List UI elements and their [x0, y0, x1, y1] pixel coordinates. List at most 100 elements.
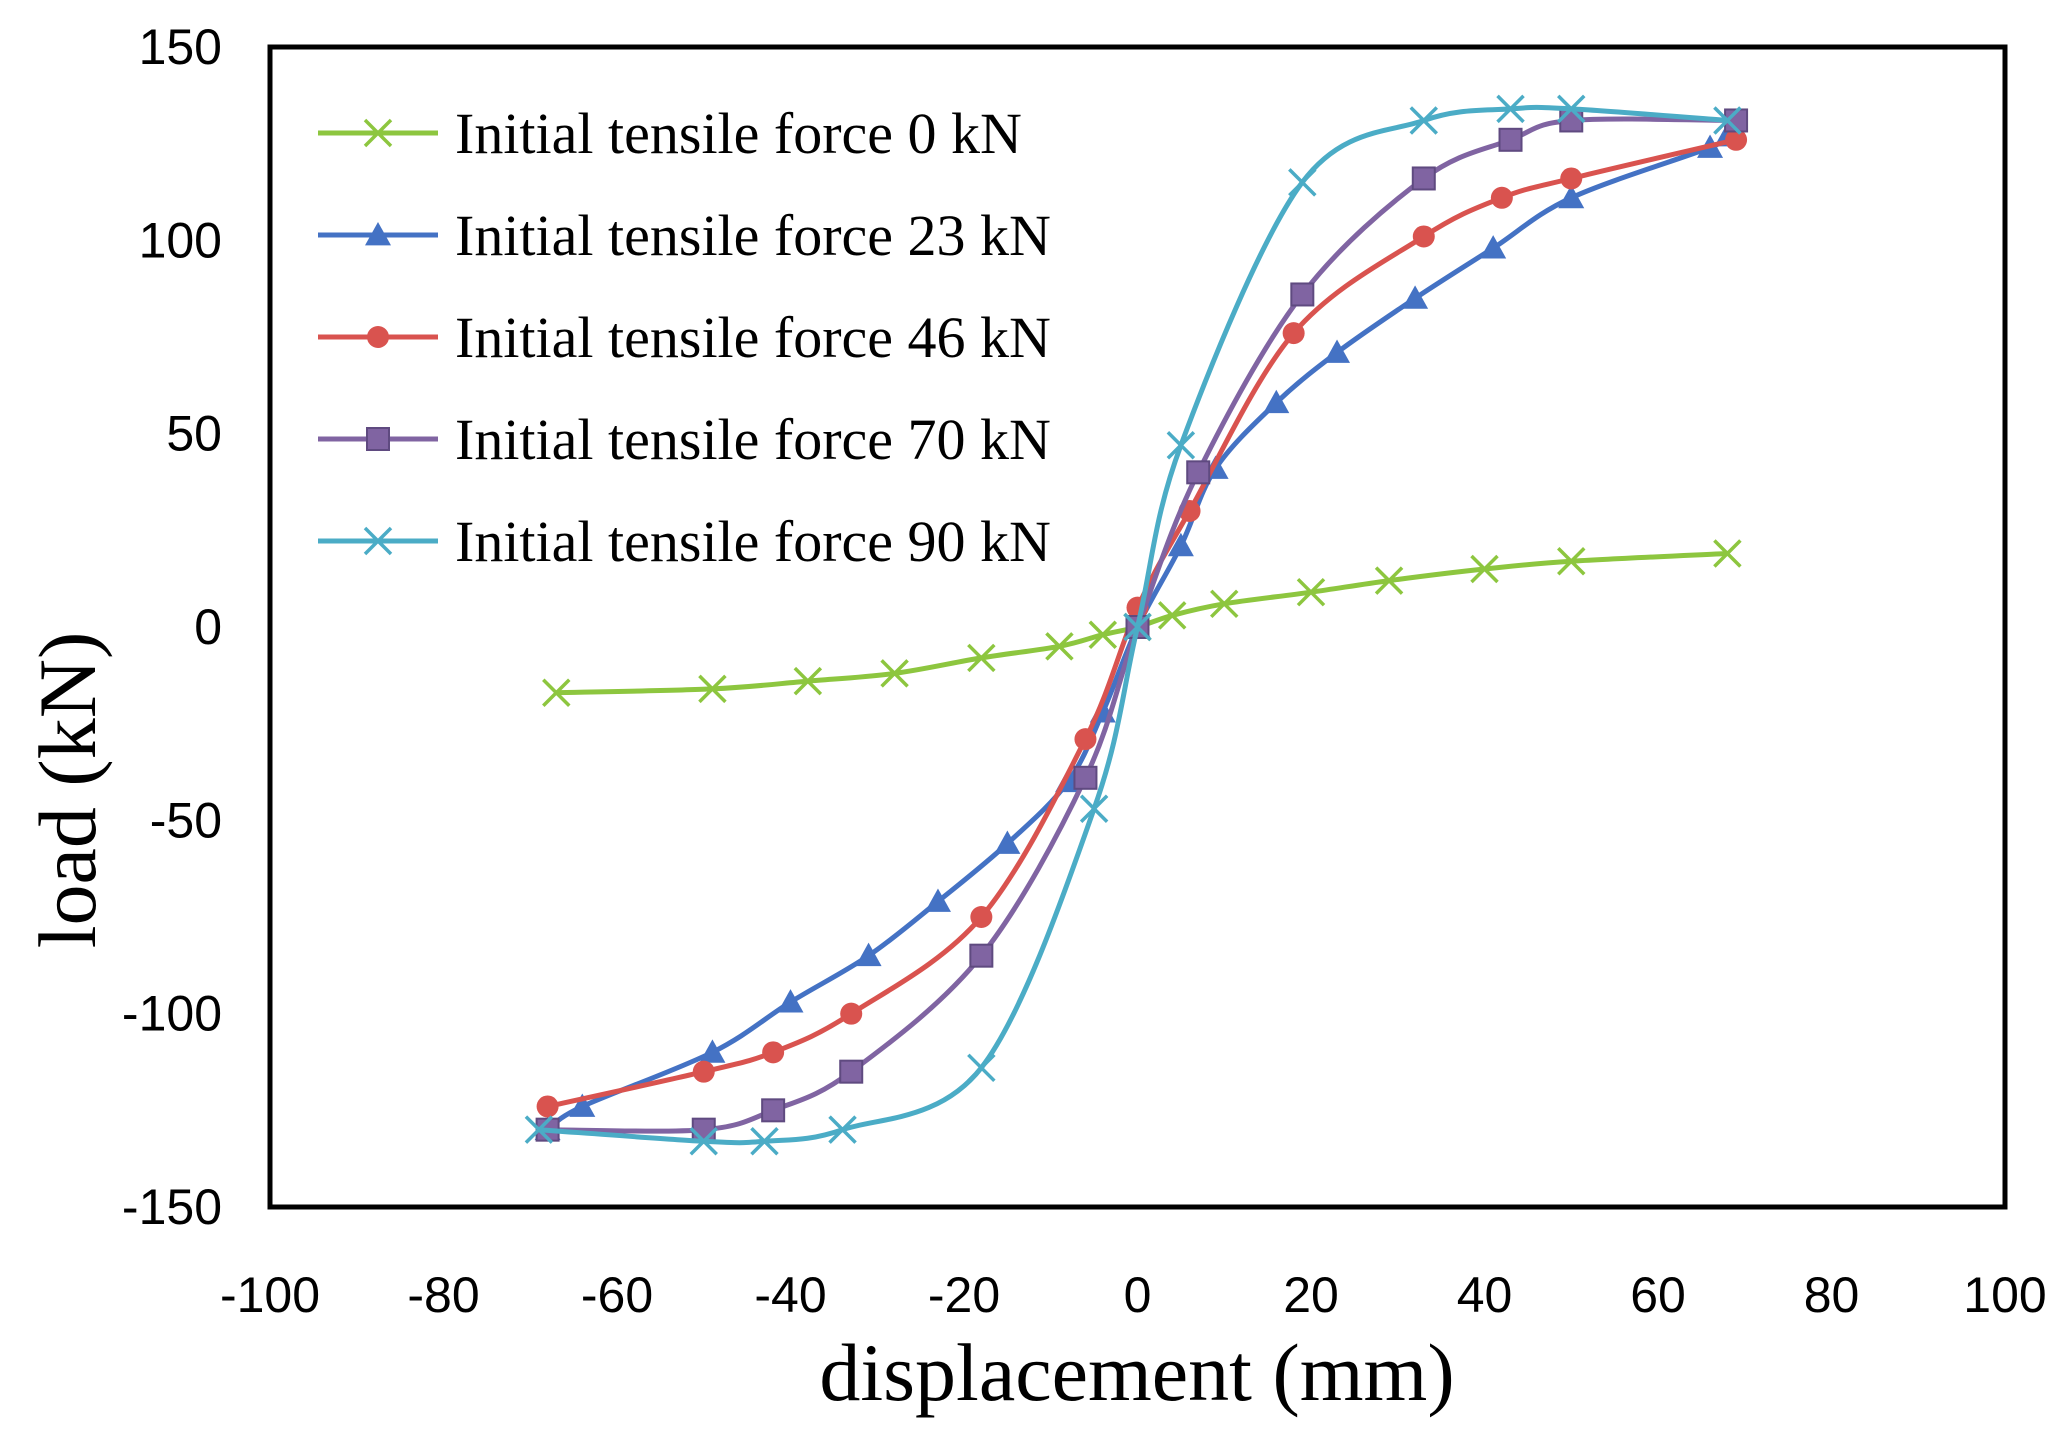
series-5-point-4 — [828, 1115, 857, 1144]
series-1-point-9 — [1157, 601, 1187, 630]
series-layer — [524, 94, 1749, 1156]
series-5-point-10 — [1409, 106, 1439, 135]
y-tick-label: -150 — [122, 1179, 222, 1235]
series-4-point-9 — [1290, 282, 1315, 307]
series-1-point-5 — [967, 643, 996, 673]
x-tick-label: 60 — [1630, 1267, 1686, 1323]
series-5 — [524, 94, 1742, 1156]
series-1-point-7 — [1088, 620, 1118, 649]
legend-swatch-marker — [363, 118, 393, 148]
x-tick-label: -80 — [407, 1267, 479, 1323]
series-5-point-8 — [1166, 431, 1196, 460]
series-3-point-4 — [840, 1002, 863, 1025]
series-5-point-1 — [524, 1115, 554, 1144]
series-4-point-10 — [1411, 166, 1436, 191]
series-5-point-5 — [967, 1053, 996, 1083]
series-2-point-6 — [924, 888, 951, 912]
x-tick-label: -20 — [928, 1267, 1000, 1323]
y-axis-title: load (kN) — [22, 632, 113, 949]
legend-label: Initial tensile force 90 kN — [455, 509, 1051, 574]
y-tick-label: -100 — [122, 986, 222, 1042]
series-5-point-6 — [1079, 794, 1109, 823]
series-3-point-13 — [1725, 128, 1748, 151]
series-2-point-17 — [1558, 184, 1585, 209]
legend: Initial tensile force 0 kN Initial tensil… — [318, 101, 1051, 574]
series-1-point-12 — [1374, 566, 1404, 595]
y-tick-label: 0 — [194, 599, 222, 655]
series-2-point-11 — [1167, 532, 1194, 557]
x-tick-label: 0 — [1124, 1267, 1152, 1323]
series-2-point-15 — [1402, 285, 1429, 309]
series-1-point-11 — [1296, 577, 1326, 607]
series-4-point-12 — [1559, 108, 1584, 133]
series-1-point-10 — [1210, 589, 1239, 619]
series-2-point-7 — [994, 830, 1021, 854]
legend-item-2: Initial tensile force 23 kN — [318, 203, 1051, 268]
legend-swatch-marker — [363, 526, 393, 556]
series-1-point-4 — [880, 659, 909, 688]
x-axis-ticks: -100 -80 -60 -40 -20 0 20 40 60 80 100 — [220, 1267, 2047, 1323]
series-1-point-13 — [1470, 554, 1499, 584]
series-4-point-2 — [691, 1117, 716, 1142]
series-5-point-3 — [750, 1127, 779, 1156]
series-5-point-13 — [1713, 106, 1742, 135]
series-1-point-2 — [698, 674, 727, 704]
series-2-point-13 — [1263, 389, 1290, 414]
series-4-point-6 — [1073, 765, 1098, 790]
legend-swatch-marker — [365, 222, 391, 246]
series-5-point-7 — [1123, 612, 1152, 642]
legend-item-5: Initial tensile force 90 kN — [318, 509, 1051, 574]
series-1-point-3 — [793, 666, 823, 696]
series-1-point-15 — [1713, 539, 1742, 568]
series-2-point-14 — [1324, 339, 1351, 363]
series-3-point-1 — [536, 1095, 559, 1118]
x-tick-label: -60 — [581, 1267, 653, 1323]
x-tick-label: 40 — [1457, 1267, 1513, 1323]
series-1-point-14 — [1557, 547, 1586, 576]
x-tick-label: 100 — [1963, 1267, 2046, 1323]
series-2-point-16 — [1480, 235, 1507, 259]
series-2-point-2 — [569, 1093, 596, 1117]
legend-item-4: Initial tensile force 70 kN — [318, 407, 1051, 472]
series-4-point-8 — [1186, 460, 1211, 485]
y-axis-ticks: 150 100 50 0 -50 -100 -150 — [122, 19, 222, 1235]
x-tick-label: -100 — [220, 1267, 320, 1323]
series-3-point-12 — [1560, 167, 1583, 190]
y-tick-label: 150 — [139, 19, 222, 75]
x-tick-label: -40 — [754, 1267, 826, 1323]
series-3-point-3 — [762, 1041, 785, 1064]
legend-swatch-marker — [367, 326, 389, 348]
series-3-point-5 — [970, 906, 993, 928]
legend-item-3: Initial tensile force 46 kN — [318, 305, 1051, 370]
legend-label: Initial tensile force 23 kN — [455, 203, 1051, 268]
series-1-point-1 — [542, 678, 571, 707]
series-4-point-11 — [1498, 127, 1523, 152]
y-tick-label: 50 — [166, 406, 222, 462]
legend-swatch-marker — [366, 427, 390, 451]
series-3-point-2 — [692, 1060, 715, 1083]
series-5-point-11 — [1496, 94, 1525, 124]
legend-item-1: Initial tensile force 0 kN — [318, 101, 1022, 166]
series-4-point-3 — [761, 1098, 786, 1123]
legend-label: Initial tensile force 46 kN — [455, 305, 1051, 370]
legend-label: Initial tensile force 0 kN — [455, 101, 1022, 166]
series-5-point-12 — [1557, 94, 1586, 124]
series-4-point-4 — [839, 1059, 864, 1084]
series-1-point-6 — [1045, 632, 1074, 661]
series-2-point-3 — [699, 1039, 726, 1063]
series-3-point-9 — [1282, 322, 1305, 345]
x-tick-label: 80 — [1804, 1267, 1860, 1323]
y-tick-label: 100 — [139, 212, 222, 268]
series-3-point-11 — [1490, 186, 1513, 209]
series-4-point-5 — [969, 943, 994, 968]
x-axis-title: displacement (mm) — [819, 1327, 1454, 1418]
series-5-point-2 — [689, 1127, 718, 1156]
series-5-point-9 — [1288, 168, 1317, 197]
series-2-point-4 — [777, 989, 804, 1013]
series-2-point-5 — [855, 942, 882, 967]
series-3 — [536, 128, 1748, 1118]
series-3-point-6 — [1074, 728, 1097, 751]
x-tick-label: 20 — [1283, 1267, 1339, 1323]
series-3-point-10 — [1412, 225, 1435, 248]
